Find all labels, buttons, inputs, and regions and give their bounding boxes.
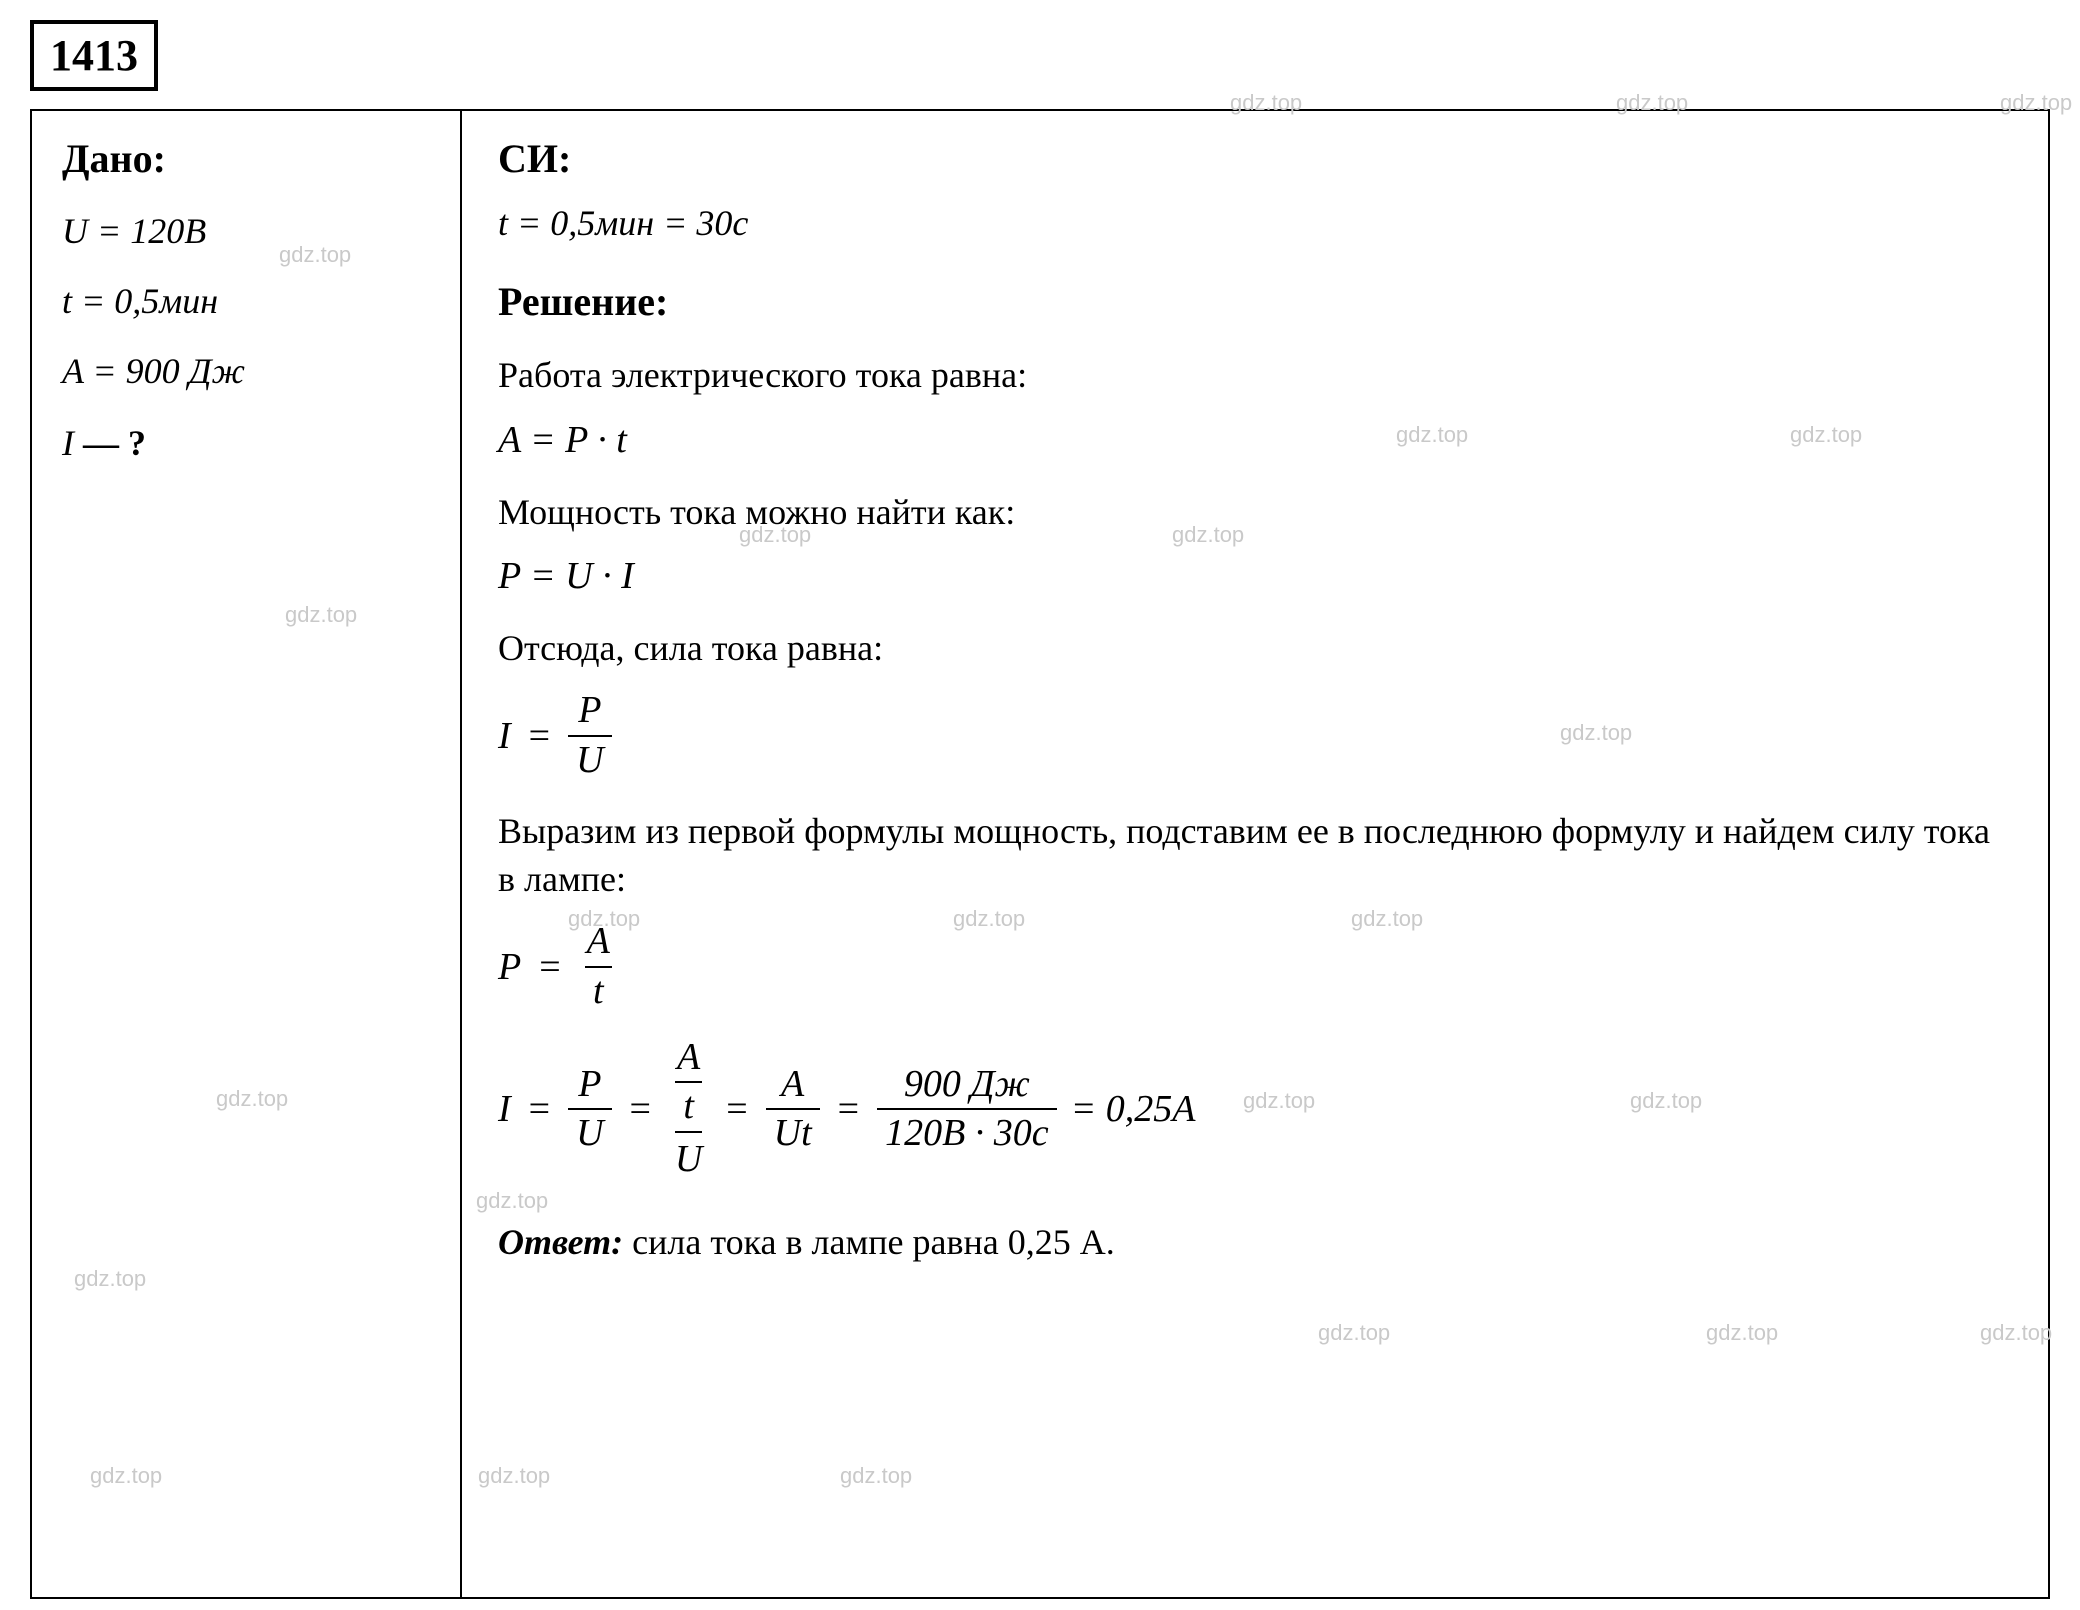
si-title: СИ: xyxy=(498,135,2012,182)
solution-title: Решение: xyxy=(498,278,2012,325)
chain-f2-den: U xyxy=(675,1131,702,1181)
chain-f2-inner: A t xyxy=(669,1038,708,1128)
chain-f2-inner-num: A xyxy=(669,1038,708,1082)
chain-f4: 900 Дж 120В · 30с xyxy=(877,1065,1057,1155)
text-2: Мощность тока можно найти как: xyxy=(498,488,2012,537)
chain-f3-num: A xyxy=(773,1065,812,1109)
chain-f3-den: Ut xyxy=(766,1108,820,1154)
chain-eq2: = xyxy=(626,1087,655,1131)
given-title: Дано: xyxy=(62,135,430,182)
chain-f2-outer-num: A t xyxy=(669,1038,708,1132)
eq-sign-2: = xyxy=(535,945,564,989)
solution-frame: Дано: U = 120В t = 0,5мин A = 900 Дж I —… xyxy=(30,109,2050,1599)
formula-2: P = U · I xyxy=(498,554,2012,598)
find-dash: — xyxy=(74,423,128,463)
formula-i-frac: I = P U xyxy=(498,691,2012,781)
chain-eq3: = xyxy=(722,1087,751,1131)
frac-i-lhs: I xyxy=(498,714,511,758)
frac-p-num: A xyxy=(579,922,618,966)
find-line: I — ? xyxy=(62,422,430,464)
chain-f4-den: 120В · 30с xyxy=(877,1108,1057,1154)
solution-panel: СИ: t = 0,5мин = 30с Решение: Работа эле… xyxy=(462,111,2048,1597)
text-1: Работа электрического тока равна: xyxy=(498,351,2012,400)
chain-lhs: I xyxy=(498,1087,511,1131)
frac-i-num: P xyxy=(570,691,609,735)
given-panel: Дано: U = 120В t = 0,5мин A = 900 Дж I —… xyxy=(32,111,462,1597)
chain-f1-den: U xyxy=(568,1108,611,1154)
eq-sign: = xyxy=(525,714,554,758)
given-u: U = 120В xyxy=(62,210,430,252)
chain-f2: A t U xyxy=(669,1038,708,1182)
frac-p-den: t xyxy=(585,966,612,1012)
chain-eq4: = xyxy=(834,1087,863,1131)
chain-result: = 0,25А xyxy=(1071,1087,1196,1131)
given-a: A = 900 Дж xyxy=(62,350,430,392)
find-q: ? xyxy=(128,423,146,463)
formula-chain: I = P U = A t U = A Ut = xyxy=(498,1038,2012,1182)
formula-1: A = P · t xyxy=(498,418,2012,462)
frac-i: P U xyxy=(568,691,611,781)
text-3: Отсюда, сила тока равна: xyxy=(498,624,2012,673)
find-var: I xyxy=(62,423,74,463)
answer-line: Ответ: сила тока в лампе равна 0,25 А. xyxy=(498,1221,2012,1263)
answer-label: Ответ: xyxy=(498,1222,623,1262)
chain-f4-num: 900 Дж xyxy=(896,1065,1038,1109)
text-4: Выразим из первой формулы мощность, подс… xyxy=(498,807,2012,904)
answer-text: сила тока в лампе равна 0,25 А. xyxy=(623,1222,1115,1262)
chain-f1: P U xyxy=(568,1065,611,1155)
chain-f1-num: P xyxy=(570,1065,609,1109)
si-line: t = 0,5мин = 30с xyxy=(498,202,2012,244)
frac-p-lhs: P xyxy=(498,945,521,989)
chain-f3: A Ut xyxy=(766,1065,820,1155)
frac-p: A t xyxy=(579,922,618,1012)
frac-i-den: U xyxy=(568,735,611,781)
given-t: t = 0,5мин xyxy=(62,280,430,322)
problem-number: 1413 xyxy=(30,20,158,91)
chain-f2-inner-den: t xyxy=(675,1081,702,1127)
formula-p-frac: P = A t xyxy=(498,922,2012,1012)
chain-eq1: = xyxy=(525,1087,554,1131)
